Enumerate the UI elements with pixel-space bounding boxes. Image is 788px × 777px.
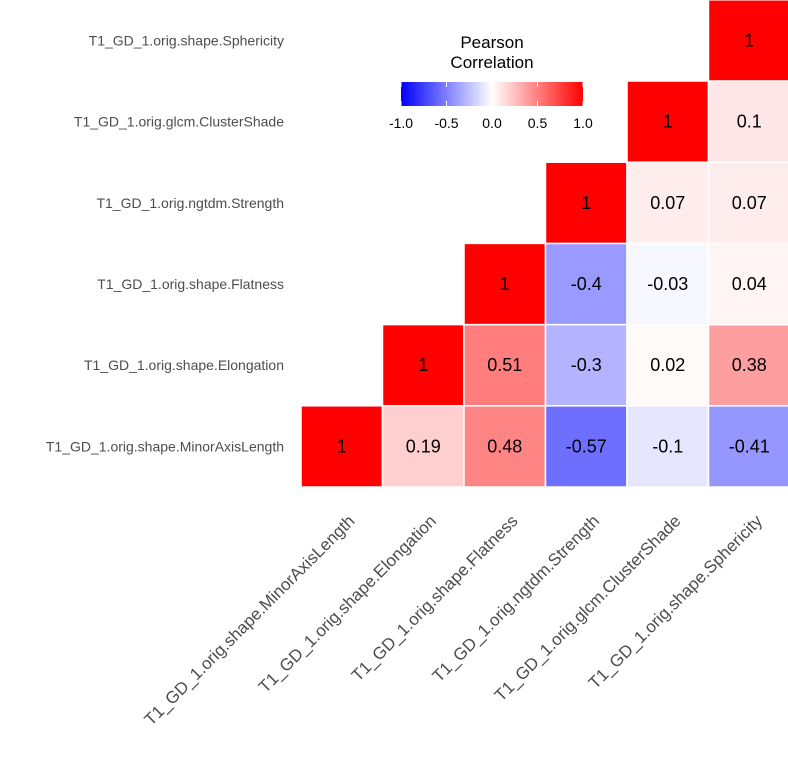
y-tick-label: T1_GD_1.orig.shape.Sphericity (89, 32, 284, 48)
y-tick-label: T1_GD_1.orig.shape.Elongation (84, 357, 284, 373)
legend-tick-label: 0.0 (482, 115, 502, 131)
cell-value-label: 1 (663, 112, 673, 132)
cell-value-label: 1 (744, 30, 754, 50)
cell-value-label: 0.1 (737, 112, 762, 132)
x-tick-label: T1_GD_1.orig.shape.Flatness (348, 511, 522, 685)
heatmap-cell (626, 242, 710, 326)
cell-value-label: 0.04 (732, 274, 767, 294)
x-axis-labels: T1_GD_1.orig.shape.MinorAxisLengthT1_GD_… (141, 511, 767, 729)
legend-title-line-2: Correlation (450, 53, 533, 72)
cell-value-label: 1 (500, 274, 510, 294)
heatmap-cell (300, 405, 384, 488)
cell-value-label: -0.57 (566, 436, 607, 456)
cell-value-label: 1 (581, 193, 591, 213)
color-legend: Pearson Correlation -1.0 -0.5 0.0 0.5 1.0 (389, 33, 593, 131)
cell-value-label: -0.03 (647, 274, 688, 294)
cell-value-label: 0.07 (650, 193, 685, 213)
cell-value-label: -0.41 (729, 436, 770, 456)
heatmap-cell (544, 242, 628, 326)
y-tick-label: T1_GD_1.orig.ngtdm.Strength (96, 195, 284, 211)
heatmap-cells: 1 0.19 0.48 -0.57 -0.1 -0.411 0.51 -0.3 0.02 0.38… (300, 0, 788, 488)
cell-value-label: 0.02 (650, 355, 685, 375)
legend-tick-label: 0.5 (528, 115, 548, 131)
y-tick-label: T1_GD_1.orig.glcm.ClusterShade (74, 114, 284, 130)
cell-value-label: 0.19 (406, 436, 441, 456)
cell-value-label: 1 (337, 436, 347, 456)
y-axis-labels: T1_GD_1.orig.shape.MinorAxisLength T1_GD_… (46, 32, 284, 454)
heatmap-cell (626, 80, 710, 163)
heatmap-cell (707, 405, 788, 488)
cell-value-label: -0.4 (571, 274, 602, 294)
heatmap-cell (626, 405, 710, 488)
heatmap-cell (707, 323, 788, 407)
cell-value-label: 0.07 (732, 193, 767, 213)
y-tick-label: T1_GD_1.orig.shape.Flatness (97, 276, 284, 292)
legend-tick-label: -0.5 (434, 115, 458, 131)
cell-value-label: 0.51 (487, 355, 522, 375)
heatmap-cell (381, 405, 465, 488)
cell-value-label: -0.1 (652, 436, 683, 456)
legend-tick-label: -1.0 (389, 115, 413, 131)
cell-value-label: 1 (418, 355, 428, 375)
cell-value-label: 0.38 (732, 355, 767, 375)
heatmap-cell (707, 0, 788, 82)
heatmap-cell (381, 323, 465, 407)
x-tick-label: T1_GD_1.orig.shape.Sphericity (585, 511, 766, 692)
heatmap-cell (626, 161, 710, 245)
legend-title-line-1: Pearson (460, 33, 523, 52)
heatmap-cell (707, 80, 788, 163)
x-tick-label: T1_GD_1.orig.shape.Elongation (255, 511, 440, 696)
y-tick-label: T1_GD_1.orig.shape.MinorAxisLength (46, 438, 284, 454)
heatmap-cell (707, 242, 788, 326)
heatmap-cell (626, 323, 710, 407)
legend-ticks: -1.0 -0.5 0.0 0.5 1.0 (389, 82, 593, 131)
heatmap-cell (544, 161, 628, 245)
legend-tick-label: 1.0 (573, 115, 593, 131)
cell-value-label: -0.3 (571, 355, 602, 375)
heatmap-cell (707, 161, 788, 245)
cell-value-label: 0.48 (487, 436, 522, 456)
x-tick-label: T1_GD_1.orig.ngtdm.Strength (429, 511, 603, 685)
